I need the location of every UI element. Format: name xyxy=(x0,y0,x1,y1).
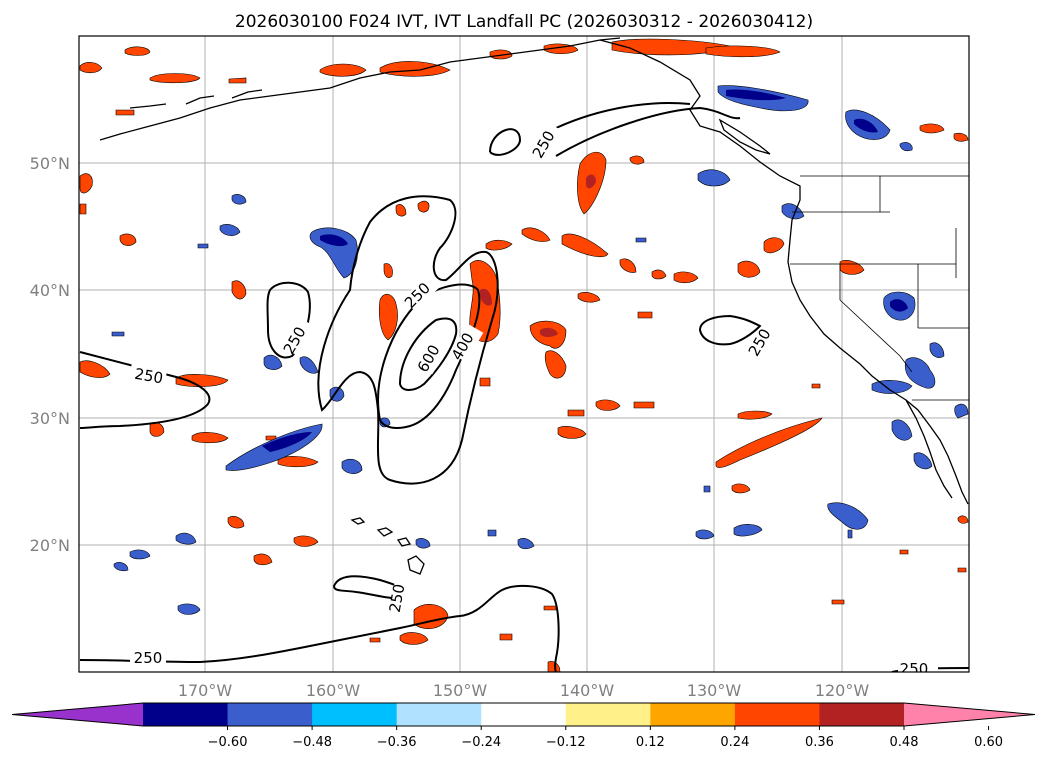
colorbar-segment xyxy=(734,703,820,726)
colorbar-tick-label: 0.60 xyxy=(974,735,1003,750)
political-borders xyxy=(790,175,969,401)
colorbar-outline xyxy=(11,702,1036,727)
figure-title: 2026030100 F024 IVT, IVT Landfall PC (20… xyxy=(235,12,813,32)
contour-north-250 xyxy=(555,106,741,157)
colorbar-segment xyxy=(312,703,398,726)
colorbar-segment xyxy=(396,703,482,726)
negative-pc-patches xyxy=(111,85,969,615)
colorbar-segment xyxy=(650,703,736,726)
colorbar-tick-label: 0.24 xyxy=(720,735,749,750)
contour-central-600 xyxy=(398,317,458,391)
colorbar-segment xyxy=(481,703,567,726)
colorbar-tick-label: 0.36 xyxy=(805,735,834,750)
contour-north-small xyxy=(489,128,522,156)
colorbar-segment xyxy=(143,703,229,726)
colorbar xyxy=(11,702,1036,730)
lon-label: 130°W xyxy=(687,681,742,700)
colorbar-tick-label: −0.36 xyxy=(377,735,417,750)
ivt-contours xyxy=(79,102,969,672)
coast-aleutian-3 xyxy=(231,89,263,99)
colorbar-segment xyxy=(819,703,905,726)
coast-vancouver-island xyxy=(718,118,771,155)
coast-baja xyxy=(905,399,953,499)
map-gridlines xyxy=(79,36,969,672)
contour-west-lobe-250 xyxy=(266,281,311,359)
colorbar-tick-label: −0.12 xyxy=(546,735,586,750)
colorbar-extend-max xyxy=(904,703,1035,726)
island-kauai xyxy=(350,517,366,525)
coast-aleutian-2 xyxy=(185,95,215,105)
colorbar-tick-label: −0.24 xyxy=(461,735,501,750)
colorbar-extend-min xyxy=(12,703,143,726)
latitude-labels: 50°N 40°N 30°N 20°N xyxy=(30,154,70,555)
map-frame xyxy=(78,35,970,673)
contour-north-250-b xyxy=(555,102,691,129)
island-molokai xyxy=(396,537,412,547)
lon-label: 160°W xyxy=(306,681,361,700)
contour-central-250 xyxy=(317,195,499,485)
colorbar-tick-label: 0.12 xyxy=(636,735,665,750)
lat-label: 20°N xyxy=(30,536,70,555)
colorbar-tick-label: −0.48 xyxy=(292,735,332,750)
contour-label: 250 xyxy=(133,365,164,388)
lon-label: 170°W xyxy=(178,681,233,700)
contour-label: 250 xyxy=(900,660,929,678)
coast-west-coast xyxy=(599,39,969,505)
lon-label: 150°W xyxy=(433,681,488,700)
contour-label: 250 xyxy=(134,649,163,667)
coast-alaska xyxy=(99,37,621,141)
colorbar-segment xyxy=(565,703,651,726)
lat-label: 50°N xyxy=(30,154,70,173)
coastlines xyxy=(99,37,969,575)
colorbar-segment xyxy=(227,703,313,726)
map-ocean xyxy=(79,36,969,672)
colorbar-tick-label: 0.48 xyxy=(890,735,919,750)
island-oahu xyxy=(376,527,394,537)
colorbar-tick-labels: −0.60 −0.48 −0.36 −0.24 −0.12 0.12 0.24 0.36 0.4… xyxy=(208,735,1003,750)
contour-south-250 xyxy=(79,584,560,672)
patch-pos xyxy=(79,62,103,74)
contour-label: 250 xyxy=(386,582,409,613)
positive-pc-patches xyxy=(79,38,969,672)
coast-aleutian-1 xyxy=(129,103,167,109)
contour-east-small-250 xyxy=(698,314,762,346)
lon-label: 140°W xyxy=(560,681,615,700)
lat-label: 30°N xyxy=(30,409,70,428)
longitude-labels: 170°W 160°W 150°W 140°W 130°W 120°W xyxy=(178,681,870,700)
border-ca-nv xyxy=(839,264,913,373)
contour-central-400 xyxy=(377,283,481,429)
lon-label: 120°W xyxy=(815,681,870,700)
lat-label: 40°N xyxy=(30,281,70,300)
island-hawaii xyxy=(407,555,425,575)
colorbar-tick-label: −0.60 xyxy=(208,735,248,750)
